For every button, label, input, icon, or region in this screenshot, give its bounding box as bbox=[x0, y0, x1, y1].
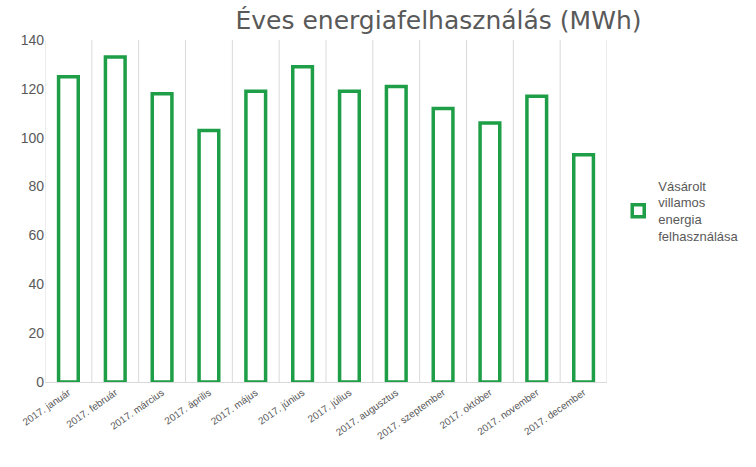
svg-text:100: 100 bbox=[21, 130, 45, 146]
svg-text:2017. július: 2017. július bbox=[306, 387, 354, 425]
svg-text:0: 0 bbox=[36, 374, 44, 390]
svg-text:2017. május: 2017. május bbox=[209, 387, 260, 427]
svg-text:2017. február: 2017. február bbox=[64, 386, 120, 430]
svg-text:2017. június: 2017. június bbox=[256, 387, 306, 427]
svg-text:2017. november: 2017. november bbox=[475, 386, 541, 437]
svg-text:Éves energiafelhasználás (MWh): Éves energiafelhasználás (MWh) bbox=[235, 6, 641, 35]
svg-text:2017. szeptember: 2017. szeptember bbox=[375, 386, 447, 441]
svg-text:140: 140 bbox=[21, 32, 45, 48]
svg-text:20: 20 bbox=[28, 325, 44, 341]
svg-text:2017. március: 2017. március bbox=[108, 387, 166, 432]
svg-text:Vásároltvillamosenergiafelhasz: Vásároltvillamosenergiafelhasználása bbox=[658, 179, 738, 245]
svg-text:40: 40 bbox=[28, 276, 44, 292]
svg-text:80: 80 bbox=[28, 178, 44, 194]
svg-text:2017. április: 2017. április bbox=[162, 387, 212, 427]
svg-text:60: 60 bbox=[28, 227, 44, 243]
svg-text:2017. december: 2017. december bbox=[522, 386, 588, 437]
svg-text:2017. január: 2017. január bbox=[21, 386, 73, 427]
svg-text:2017. augusztus: 2017. augusztus bbox=[334, 387, 400, 438]
svg-text:120: 120 bbox=[21, 81, 45, 97]
svg-text:2017. október: 2017. október bbox=[438, 386, 495, 430]
